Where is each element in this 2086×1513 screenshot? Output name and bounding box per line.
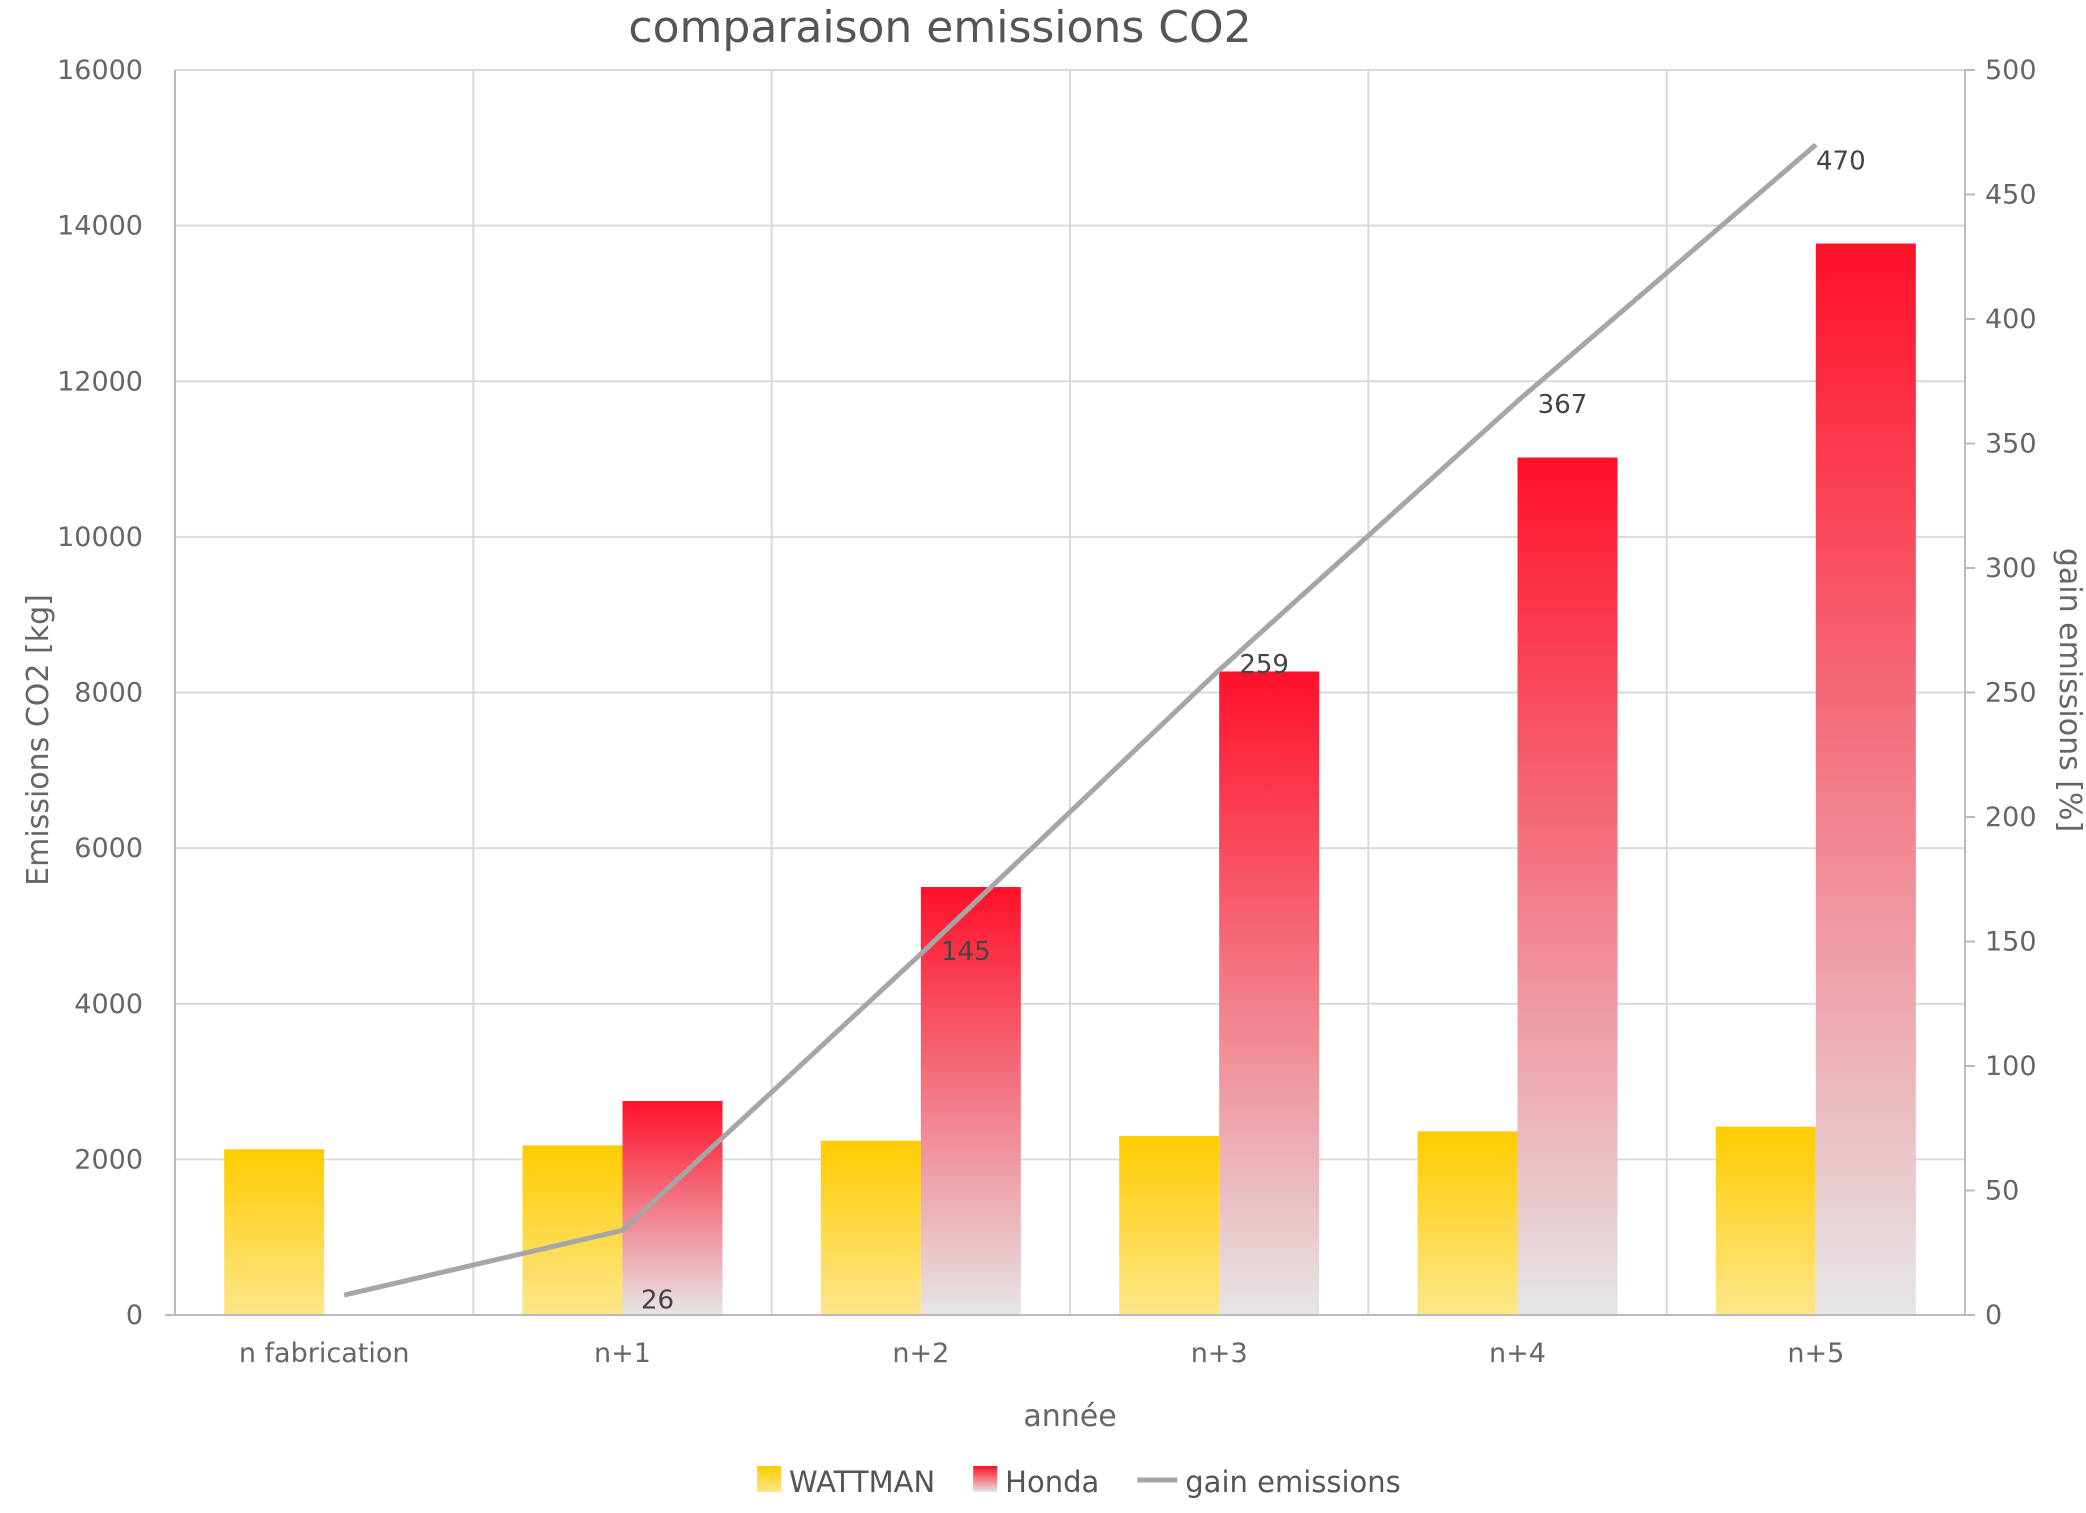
y2-tick-label: 500 xyxy=(1985,55,2037,86)
x-tick-label: n fabrication xyxy=(239,1338,410,1369)
y-axis-label: Emissions CO2 [kg] xyxy=(21,594,56,886)
legend-label-wattman: WATTMAN xyxy=(789,1465,935,1499)
y2-tick-label: 250 xyxy=(1985,678,2037,709)
gain-data-label: 367 xyxy=(1538,390,1588,420)
bar-honda xyxy=(622,1101,723,1315)
bar-wattman xyxy=(522,1145,623,1315)
gain-emissions-line xyxy=(343,142,1818,1298)
bar-honda xyxy=(1517,457,1618,1316)
legend-swatch-wattman xyxy=(757,1466,781,1492)
x-tick-label: n+2 xyxy=(892,1338,949,1369)
chart-title: comparaison emissions CO2 xyxy=(628,2,1251,53)
y2-tick-label: 200 xyxy=(1985,802,2037,833)
gain-data-label: 26 xyxy=(641,1285,674,1315)
y2-tick-label: 0 xyxy=(1985,1300,2002,1331)
x-tick-label: n+4 xyxy=(1489,1338,1546,1369)
x-tick-label: n+3 xyxy=(1191,1338,1248,1369)
y2-axis-label: gain emissions [%] xyxy=(2052,548,2086,832)
x-tick-label: n+1 xyxy=(594,1338,651,1369)
bar-honda xyxy=(1815,243,1916,1316)
legend: WATTMAN Honda gain emissions xyxy=(757,1465,1401,1499)
bar-wattman xyxy=(820,1140,921,1315)
gain-data-label: 470 xyxy=(1816,147,1866,177)
gridlines xyxy=(174,69,1966,1316)
y-tick-label: 6000 xyxy=(74,833,143,864)
y-tick-label: 16000 xyxy=(57,55,143,86)
bars xyxy=(224,243,1916,1316)
y2-tick-label: 450 xyxy=(1985,180,2037,211)
bar-wattman xyxy=(1715,1126,1816,1315)
y2-tick-label: 400 xyxy=(1985,304,2037,335)
gain-data-label: 259 xyxy=(1239,650,1289,680)
gain-data-label: 145 xyxy=(941,937,991,967)
y2-tick-label: 300 xyxy=(1985,553,2037,584)
bar-wattman xyxy=(1417,1131,1518,1315)
y-tick-label: 4000 xyxy=(74,989,143,1020)
legend-label-honda: Honda xyxy=(1005,1465,1099,1499)
x-tick-label: n+5 xyxy=(1787,1338,1844,1369)
bar-honda xyxy=(920,887,1021,1315)
y2-tick-label: 350 xyxy=(1985,429,2037,460)
axes: 0 2000 4000 6000 8000 10000 12000 14000 16000 0 50… xyxy=(57,55,2036,1369)
y-tick-label: 10000 xyxy=(57,522,143,553)
y2-tick-label: 150 xyxy=(1985,927,2037,958)
y-tick-label: 8000 xyxy=(74,678,143,709)
bar-wattman xyxy=(1119,1136,1220,1315)
x-axis-label: année xyxy=(1023,1399,1116,1434)
y2-tick-label: 100 xyxy=(1985,1051,2037,1082)
gain-line: 26 145 259 367 470 xyxy=(343,142,1866,1315)
y-tick-label: 12000 xyxy=(57,366,143,397)
legend-swatch-honda xyxy=(973,1466,998,1492)
bar-wattman xyxy=(224,1149,325,1315)
y-tick-label: 14000 xyxy=(57,211,143,242)
y2-tick-label: 50 xyxy=(1985,1176,2019,1207)
legend-label-gain: gain emissions xyxy=(1185,1465,1401,1499)
y-tick-label: 2000 xyxy=(74,1144,143,1175)
y-tick-label: 0 xyxy=(126,1300,143,1331)
bar-honda xyxy=(1219,671,1320,1315)
